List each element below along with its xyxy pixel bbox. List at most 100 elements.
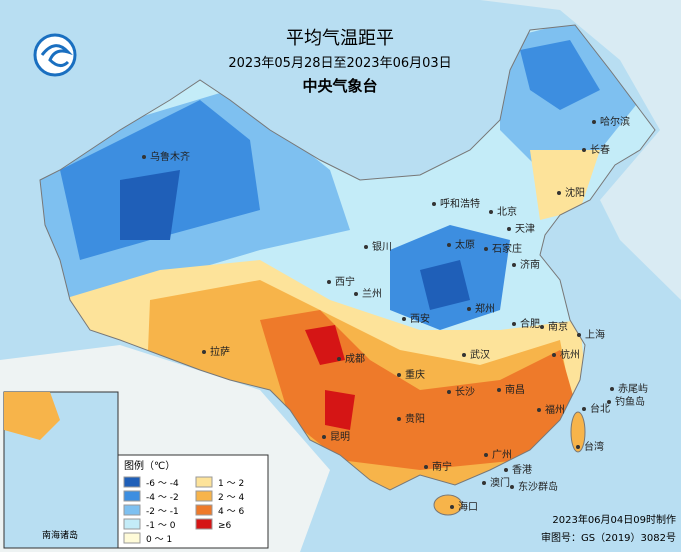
city-dot — [327, 280, 331, 284]
border — [39, 24, 656, 491]
city-label: 天津 — [515, 223, 535, 235]
taiwan — [570, 411, 586, 453]
neighbor-land — [0, 0, 681, 300]
legend-swatch — [195, 490, 213, 502]
city-label: 香港 — [512, 464, 532, 476]
legend-swatch — [123, 504, 141, 516]
city-label: 重庆 — [405, 368, 425, 381]
city-label: 南京 — [548, 320, 568, 333]
city-label: 武汉 — [470, 348, 490, 361]
city-label: 台北 — [590, 402, 610, 415]
city-label: 澳门 — [490, 476, 510, 489]
city-label: 福州 — [545, 403, 565, 416]
city-label: 西宁 — [335, 275, 355, 288]
legend-label: -6 ～ -4 — [146, 479, 179, 489]
city-dot — [607, 400, 611, 404]
city-dot — [504, 468, 508, 472]
city-label: 合肥 — [520, 317, 540, 330]
city-dot — [610, 387, 614, 391]
city-label: 呼和浩特 — [440, 198, 480, 210]
logo-mark — [40, 44, 73, 67]
city-dot — [202, 350, 206, 354]
city-dot — [322, 435, 326, 439]
city-dot — [484, 247, 488, 251]
city-dot — [576, 445, 580, 449]
date-range: 2023年05月28日至2023年06月03日 — [228, 56, 451, 71]
city-label: 海口 — [458, 500, 478, 513]
legend-label: 0 ～ 1 — [146, 535, 172, 545]
legend-swatch — [195, 476, 213, 488]
city-label: 沈阳 — [565, 186, 585, 199]
city-label: 银川 — [372, 240, 392, 253]
city-dot — [402, 317, 406, 321]
legend-label: -4 ～ -2 — [146, 493, 179, 503]
legend-swatch — [123, 476, 141, 488]
city-label: 赤尾屿 — [618, 383, 648, 395]
footer-review: 审图号：GS（2019）3082号 — [541, 531, 676, 544]
city-dot — [512, 322, 516, 326]
inset-land — [4, 392, 60, 440]
legend-label: 4 ～ 6 — [218, 507, 244, 517]
legend-swatch — [123, 518, 141, 530]
city-label: 石家庄 — [492, 242, 522, 255]
legend-swatch — [123, 490, 141, 502]
city-label: 兰州 — [362, 287, 382, 300]
agency: 中央气象台 — [302, 77, 377, 95]
city-dot — [447, 243, 451, 247]
city-dot — [447, 390, 451, 394]
legend-label: 1 ～ 2 — [218, 479, 244, 489]
inset-title: 南海诸岛 — [42, 529, 78, 541]
city-dot — [397, 373, 401, 377]
legend-swatch — [195, 518, 213, 530]
hainan — [433, 494, 463, 516]
city-label: 昆明 — [330, 431, 350, 443]
city-label: 太原 — [455, 238, 475, 251]
city-dot — [512, 263, 516, 267]
city-dot — [424, 465, 428, 469]
city-dot — [582, 148, 586, 152]
city-dot — [467, 307, 471, 311]
city-dot — [364, 245, 368, 249]
city-label: 杭州 — [560, 348, 580, 361]
legend-label: -1 ～ 0 — [146, 521, 176, 531]
city-dot — [462, 353, 466, 357]
legend-title: 图例（℃） — [124, 459, 175, 472]
city-dot — [510, 485, 514, 489]
city-dot — [497, 388, 501, 392]
city-dot — [557, 191, 561, 195]
footer-made: 2023年06月04日09时制作 — [552, 513, 676, 526]
city-label: 广州 — [492, 449, 512, 461]
city-dot — [482, 481, 486, 485]
city-dot — [484, 453, 488, 457]
legend-swatch — [195, 504, 213, 516]
city-dot — [432, 202, 436, 206]
city-label: 哈尔滨 — [600, 115, 630, 128]
city-dot — [592, 120, 596, 124]
city-label: 成都 — [345, 353, 365, 365]
city-label: 长春 — [590, 144, 610, 156]
city-label: 西安 — [410, 312, 430, 325]
city-dot — [537, 408, 541, 412]
city-label: 钓鱼岛 — [615, 395, 645, 408]
title: 平均气温距平 — [286, 28, 394, 49]
city-label: 南昌 — [505, 383, 525, 396]
city-label: 乌鲁木齐 — [150, 150, 190, 163]
city-dot — [397, 417, 401, 421]
city-label: 拉萨 — [210, 345, 230, 358]
city-dot — [142, 155, 146, 159]
city-dot — [582, 407, 586, 411]
city-label: 北京 — [497, 205, 517, 218]
city-dot — [337, 357, 341, 361]
city-dot — [552, 353, 556, 357]
city-label: 长沙 — [455, 386, 475, 398]
city-dot — [540, 325, 544, 329]
city-dot — [507, 227, 511, 231]
city-dot — [489, 210, 493, 214]
city-label: 上海 — [585, 328, 605, 341]
city-label: 台湾 — [584, 440, 604, 453]
city-dot — [577, 333, 581, 337]
city-dot — [450, 505, 454, 509]
legend-box — [117, 454, 269, 549]
legend-label: -2 ～ -1 — [146, 507, 179, 517]
